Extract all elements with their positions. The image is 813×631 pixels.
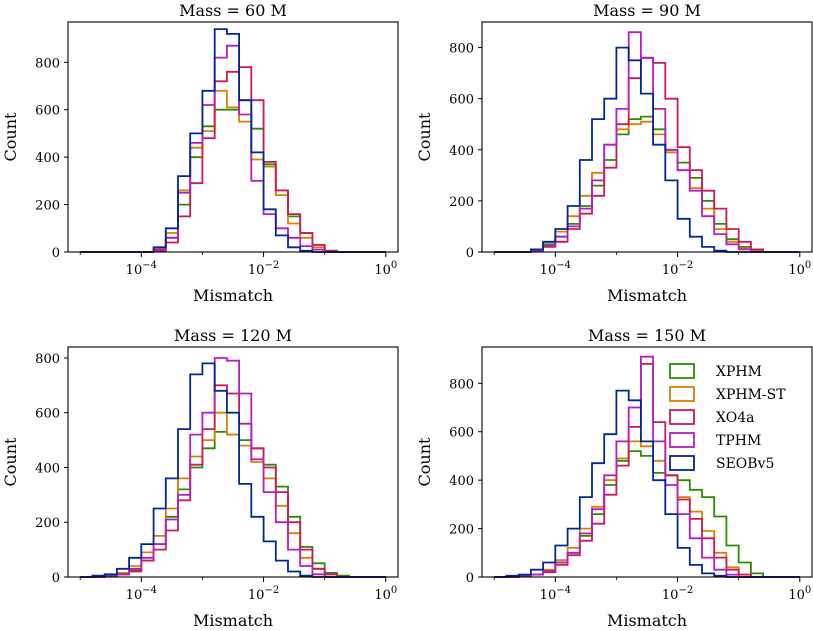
y-tick-label: 200 — [449, 195, 474, 210]
panel-mass-90: Mass = 90 M Mismatch Count 0 200 400 600 800… — [415, 1, 813, 305]
series-seobv5-step — [80, 362, 386, 578]
x-axis-label: Mismatch — [607, 286, 687, 305]
y-tick-label: 400 — [35, 461, 60, 476]
y-tick-label: 0 — [466, 246, 474, 261]
series-xphm-st-step — [494, 120, 800, 253]
x-tick-label: 10−2 — [662, 260, 693, 278]
y-tick-label: 400 — [449, 474, 474, 489]
panel-title: Mass = 120 M — [174, 326, 292, 345]
series-tphm-step — [80, 44, 386, 253]
legend-entry-seobv5: SEOBv5 — [669, 455, 774, 472]
y-tick-label: 600 — [35, 407, 60, 422]
axis-ticks-group: 0 200 400 600 800 10−4 10−2 100 — [449, 377, 811, 603]
y-axis-label: Count — [1, 112, 20, 161]
y-tick-label: 200 — [35, 199, 60, 214]
legend-swatch — [669, 432, 695, 448]
histogram-series-group — [494, 355, 800, 578]
legend-label: SEOBv5 — [716, 456, 774, 472]
y-tick-label: 0 — [52, 246, 60, 261]
series-xphm-st-step — [494, 440, 800, 578]
series-xphm-step — [80, 99, 386, 253]
axis-ticks-group: 0 200 400 600 800 10−4 10−2 100 — [35, 352, 397, 603]
legend-entry-xphm: XPHM — [669, 363, 762, 380]
x-tick-label: 10−4 — [540, 585, 571, 603]
y-tick-label: 400 — [449, 144, 474, 159]
plot-frame — [67, 346, 399, 578]
y-tick-label: 0 — [52, 571, 60, 586]
plot-frame — [481, 346, 813, 578]
x-axis-label: Mismatch — [193, 286, 273, 305]
series-seobv5-step — [494, 46, 800, 253]
y-tick-label: 600 — [449, 426, 474, 441]
y-tick-label: 800 — [35, 56, 60, 71]
series-seobv5-step — [80, 28, 386, 253]
x-tick-label: 100 — [788, 260, 811, 278]
x-tick-label: 10−4 — [540, 260, 571, 278]
legend-swatch — [669, 409, 695, 425]
y-axis-label: Count — [415, 112, 434, 161]
series-xo4a-step — [80, 66, 386, 253]
series-xphm-st-step — [80, 411, 386, 578]
x-tick-label: 10−4 — [126, 260, 157, 278]
series-xo4a-step — [80, 384, 386, 578]
legend: XPHM XPHM-ST XO4a TPHM SEOBv5 — [669, 363, 786, 472]
legend-swatch — [669, 386, 695, 402]
y-tick-label: 0 — [466, 571, 474, 586]
x-tick-label: 10−2 — [248, 585, 279, 603]
panel-title: Mass = 150 M — [588, 326, 706, 345]
histogram-series-group — [80, 28, 386, 253]
series-xphm-step — [494, 115, 800, 253]
series-tphm-step — [80, 357, 386, 578]
y-tick-label: 800 — [449, 377, 474, 392]
axis-ticks-group: 0 200 400 600 800 10−4 10−2 100 — [35, 56, 397, 278]
axis-ticks-group: 0 200 400 600 800 10−4 10−2 100 — [449, 42, 811, 278]
y-tick-label: 200 — [35, 516, 60, 531]
y-axis-label: Count — [415, 437, 434, 486]
panel-mass-150: Mass = 150 M Mismatch Count 0 200 400 600 80… — [415, 326, 813, 630]
x-tick-label: 10−4 — [126, 585, 157, 603]
y-tick-label: 600 — [449, 93, 474, 108]
histogram-series-group — [494, 31, 800, 253]
panel-title: Mass = 90 M — [593, 1, 701, 20]
plot-frame — [67, 21, 399, 253]
series-xphm-st-step — [80, 89, 386, 253]
x-tick-label: 100 — [788, 585, 811, 603]
series-seobv5-step — [494, 389, 800, 578]
legend-entry-xphm-st: XPHM-ST — [669, 386, 786, 403]
plot-frame — [481, 21, 813, 253]
x-axis-label: Mismatch — [607, 611, 687, 630]
panel-title: Mass = 60 M — [179, 1, 287, 20]
y-tick-label: 600 — [35, 104, 60, 119]
x-tick-label: 100 — [374, 260, 397, 278]
x-axis-label: Mismatch — [193, 611, 273, 630]
y-axis-label: Count — [1, 437, 20, 486]
legend-label: XO4a — [716, 410, 754, 426]
panel-mass-120: Mass = 120 M Mismatch Count 0 200 400 600 80… — [1, 326, 399, 630]
legend-swatch — [669, 363, 695, 379]
series-xo4a-step — [494, 56, 800, 253]
y-tick-label: 400 — [35, 151, 60, 166]
x-tick-label: 100 — [374, 585, 397, 603]
legend-label: XPHM-ST — [716, 387, 786, 403]
x-tick-label: 10−2 — [662, 585, 693, 603]
legend-label: XPHM — [716, 364, 762, 380]
legend-swatch — [669, 455, 695, 471]
y-tick-label: 800 — [449, 42, 474, 57]
series-xphm-step — [80, 431, 386, 578]
panel-mass-60: Mass = 60 M Mismatch Count 0 200 400 600 800… — [1, 1, 399, 305]
legend-entry-xo4a: XO4a — [669, 409, 754, 426]
y-tick-label: 800 — [35, 352, 60, 367]
histogram-series-group — [80, 357, 386, 578]
series-tphm-step — [494, 31, 800, 253]
legend-entry-tphm: TPHM — [669, 432, 761, 449]
y-tick-label: 200 — [449, 523, 474, 538]
legend-label: TPHM — [716, 433, 761, 449]
x-tick-label: 10−2 — [248, 260, 279, 278]
